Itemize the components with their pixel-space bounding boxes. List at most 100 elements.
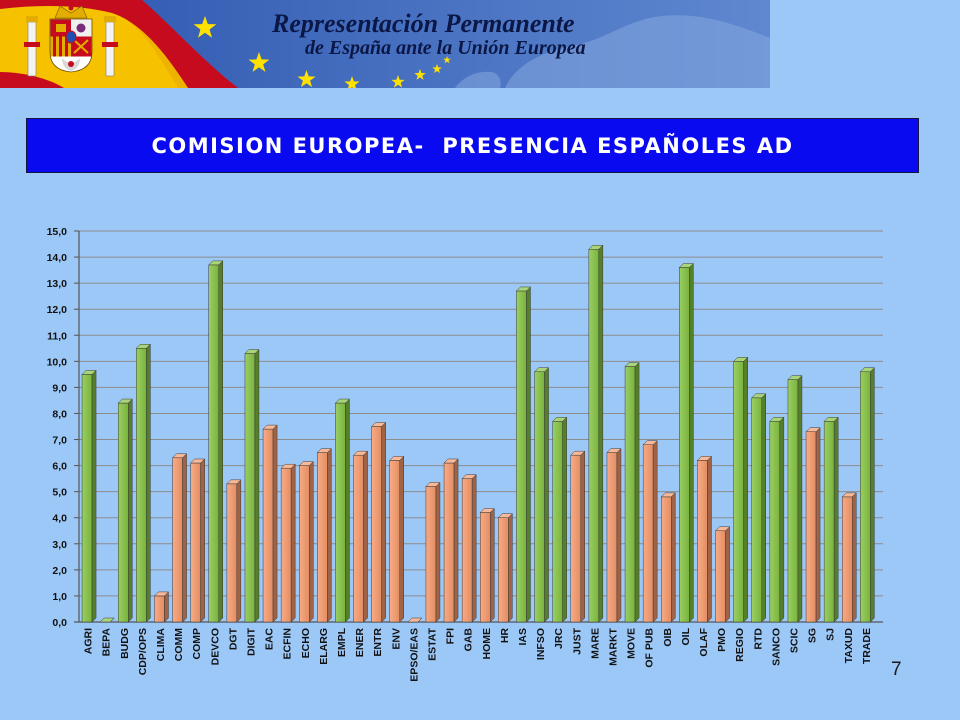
x-tick-label: ESTAT xyxy=(426,627,438,660)
bar-top xyxy=(841,492,857,498)
bar-side xyxy=(399,455,404,623)
bar-side xyxy=(309,460,314,623)
bar-side xyxy=(833,416,839,623)
bar-top xyxy=(606,448,622,453)
bar-top xyxy=(696,456,713,461)
bar-top xyxy=(714,526,731,532)
bar-side xyxy=(490,507,495,623)
bar-top xyxy=(859,367,875,373)
x-tick-label: DEVCO xyxy=(209,628,221,665)
y-tick-label: 13,0 xyxy=(47,278,68,290)
bar-top xyxy=(190,458,206,464)
bar-side xyxy=(689,262,694,623)
bar-top xyxy=(298,461,314,466)
bar-front xyxy=(280,467,292,623)
bar-front xyxy=(805,431,817,623)
bar-front xyxy=(552,421,563,623)
x-tick-label: SG xyxy=(807,628,819,643)
x-tick-label: DGT xyxy=(227,627,239,650)
bar-front xyxy=(842,496,853,623)
bar-front xyxy=(733,361,744,623)
bar xyxy=(497,513,513,623)
y-tick-label: 3,0 xyxy=(52,539,67,551)
bar xyxy=(352,450,369,623)
x-tick-label: ENV xyxy=(390,628,402,650)
bar-top xyxy=(497,513,513,518)
bar-front xyxy=(244,353,256,623)
bar-side xyxy=(381,421,386,623)
x-tick-label: CDP/OPS xyxy=(137,628,149,675)
bar-side xyxy=(128,398,133,623)
bar-side xyxy=(797,374,803,623)
bar-chart: 0,0 1,0 2,0 3,0 4,0 5,0 6,0 7,0 8,0 9,0 10,0 11,0 12… xyxy=(47,226,883,682)
bar-side xyxy=(544,367,549,623)
bar-side xyxy=(254,348,260,623)
bar-front xyxy=(661,496,672,623)
bar xyxy=(678,262,694,623)
bar-side xyxy=(91,369,97,623)
x-tick-label: AGRI xyxy=(83,628,95,654)
x-tick-label: TAXUD xyxy=(843,628,855,664)
bar xyxy=(389,455,405,623)
x-tick-label: PMO xyxy=(716,628,728,652)
banner-subtitle: de España ante la Unión Europea xyxy=(305,37,586,59)
x-tick-label: OIL xyxy=(680,627,692,645)
bar-front xyxy=(751,397,762,623)
bar xyxy=(298,460,314,623)
bar-front xyxy=(299,465,310,623)
x-tick-label: JRC xyxy=(553,628,565,649)
bar-front xyxy=(697,460,708,623)
bar-front xyxy=(679,267,690,623)
bar-side xyxy=(598,244,604,623)
banner-graphic xyxy=(0,0,770,88)
bar xyxy=(334,398,351,623)
bar-top xyxy=(352,450,369,456)
x-tick-label: SANCO xyxy=(770,628,782,666)
bar xyxy=(280,463,296,623)
bar-top xyxy=(570,450,586,456)
x-tick-label: IAS xyxy=(517,628,529,646)
bar-side xyxy=(164,591,169,623)
bar-side xyxy=(580,450,585,623)
y-tick-label: 8,0 xyxy=(52,408,67,420)
page-number: 7 xyxy=(891,659,902,680)
x-tick-label: ENER xyxy=(354,628,366,658)
bar xyxy=(696,455,713,623)
bar xyxy=(262,424,278,623)
x-tick-labels: AGRI BEPA BUDG CDP/OPS CLIMA COMM COMP DEVCO DGT… xyxy=(83,627,873,681)
bar-side xyxy=(236,479,242,623)
bar-front xyxy=(570,454,581,623)
bar-front xyxy=(588,248,600,623)
bar xyxy=(117,398,133,623)
x-tick-label: TRADE xyxy=(861,628,873,664)
x-tick-label: EAC xyxy=(264,628,276,651)
bar-front xyxy=(860,371,871,623)
y-tick-label: 14,0 xyxy=(47,252,68,264)
bar-side xyxy=(290,463,296,623)
bar-front xyxy=(172,457,183,623)
bar-top xyxy=(805,427,821,432)
bar-top xyxy=(371,422,387,427)
x-tick-label: CLIMA xyxy=(155,628,167,662)
bar-front xyxy=(823,421,835,623)
bar xyxy=(606,447,622,623)
bar xyxy=(533,367,550,623)
bar-top xyxy=(443,458,459,464)
bar-side xyxy=(146,343,151,623)
bar xyxy=(787,374,803,623)
bar xyxy=(371,421,387,623)
bars xyxy=(81,244,875,623)
x-tick-label: EPSO/EAS xyxy=(408,628,420,682)
y-tick-label: 1,0 xyxy=(52,591,67,603)
bar-front xyxy=(118,402,129,623)
bar-front xyxy=(208,264,219,623)
x-tick-label: ENTR xyxy=(372,628,384,657)
bar-front xyxy=(226,483,238,623)
bar xyxy=(208,260,224,623)
x-tick-label: MOVE xyxy=(626,628,638,659)
bar-top xyxy=(823,417,839,422)
slide-title-box: COMISION EUROPEA- PRESENCIA ESPAÑOLES AD xyxy=(26,118,919,173)
bar-front xyxy=(317,452,328,623)
x-tick-label: COMM xyxy=(173,628,185,661)
y-tick-label: 9,0 xyxy=(52,382,67,394)
